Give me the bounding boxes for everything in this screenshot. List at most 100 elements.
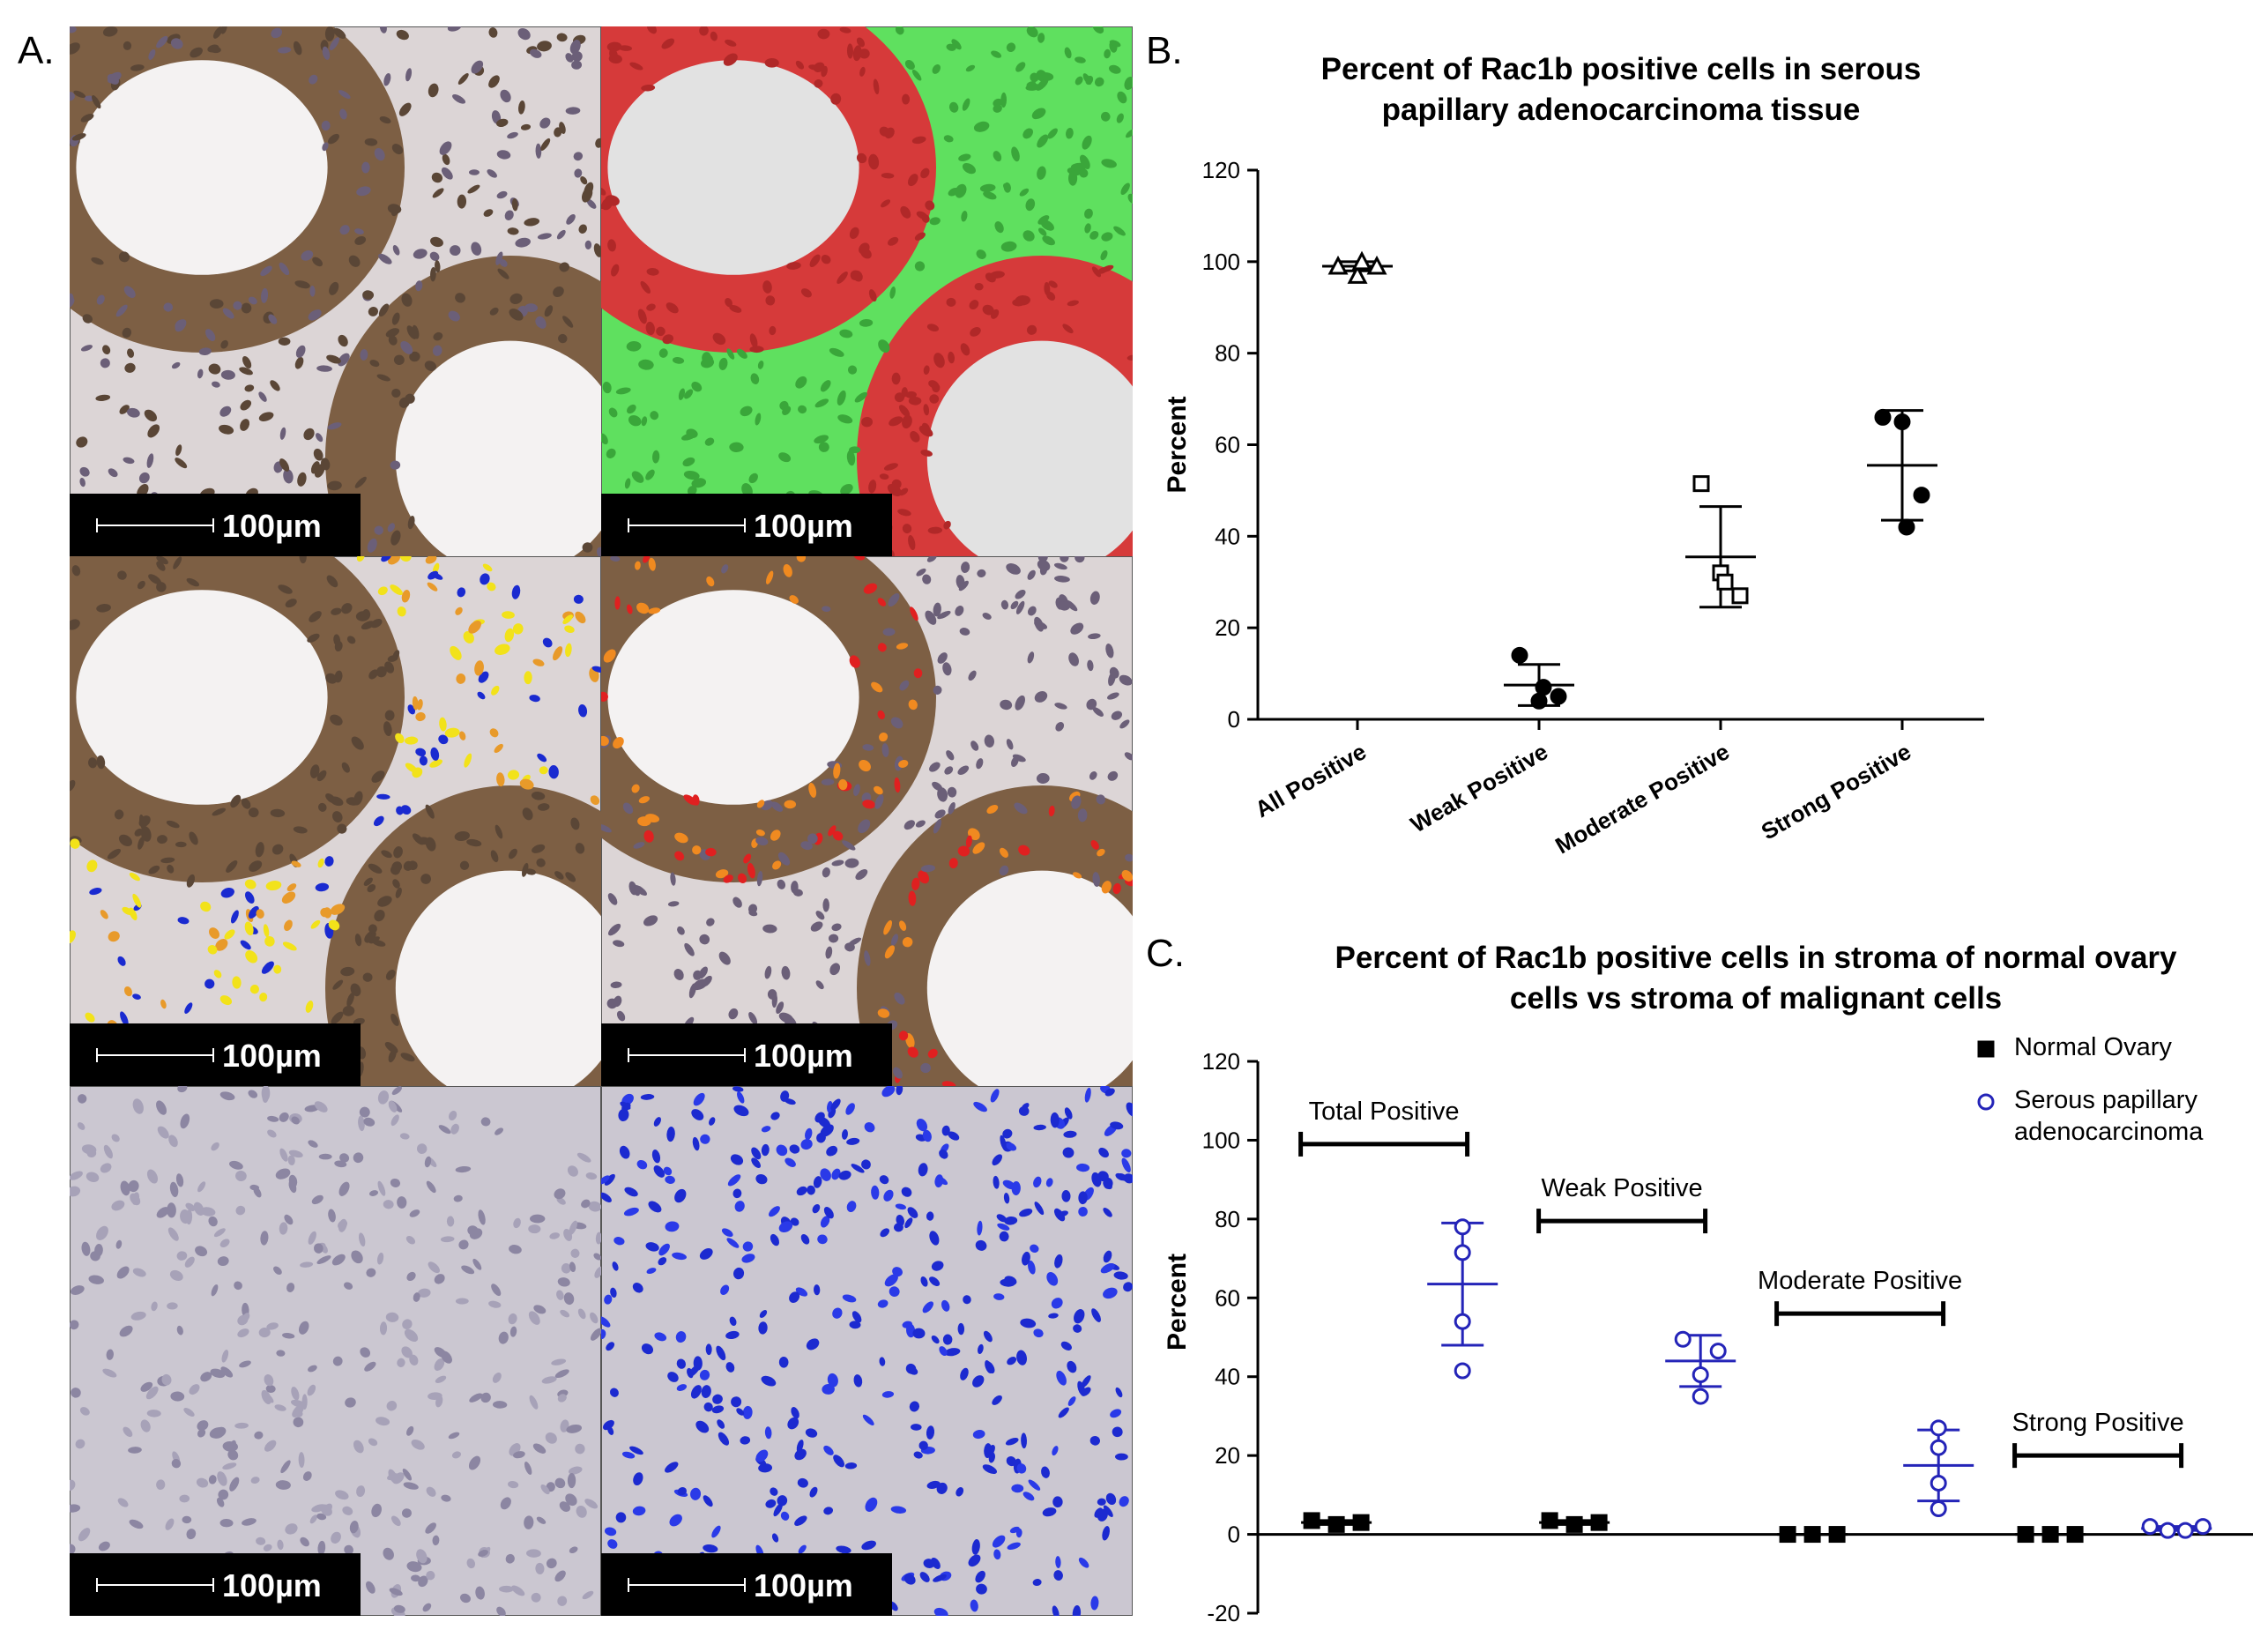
nucleus xyxy=(354,228,364,234)
nucleus xyxy=(736,1408,745,1416)
nucleus xyxy=(1105,1492,1117,1506)
nucleus xyxy=(213,970,222,978)
nucleus xyxy=(435,1375,447,1383)
nucleus xyxy=(546,1558,557,1569)
nucleus xyxy=(79,466,90,477)
nucleus xyxy=(124,362,136,373)
nucleus xyxy=(1061,1190,1071,1202)
nucleus xyxy=(332,1356,343,1366)
nucleus xyxy=(376,1252,384,1265)
point xyxy=(1541,1512,1558,1529)
nucleus xyxy=(591,666,601,673)
nucleus xyxy=(349,1521,359,1534)
nucleus xyxy=(425,1522,436,1534)
nucleus xyxy=(601,1328,606,1340)
nucleus xyxy=(453,1194,463,1202)
nucleus xyxy=(823,1507,834,1515)
nucleus xyxy=(220,369,235,380)
nucleus xyxy=(822,898,829,912)
nucleus xyxy=(942,1334,953,1345)
nucleus xyxy=(902,93,911,105)
nucleus xyxy=(1033,1176,1042,1188)
nucleus xyxy=(492,1401,508,1409)
nucleus xyxy=(439,717,447,732)
nucleus xyxy=(1086,698,1097,711)
nucleus xyxy=(896,1086,903,1096)
nucleus xyxy=(861,1540,876,1551)
nucleus xyxy=(274,1404,286,1411)
nucleus xyxy=(1007,1542,1021,1551)
nucleus xyxy=(581,187,593,203)
nucleus xyxy=(496,1606,506,1616)
nucleus xyxy=(914,261,926,272)
nucleus xyxy=(806,1338,820,1351)
nucleus xyxy=(837,272,848,284)
nucleus xyxy=(517,27,531,41)
nucleus xyxy=(416,699,423,711)
nucleus xyxy=(508,1313,517,1325)
nucleus xyxy=(208,363,221,375)
nucleus xyxy=(106,1349,114,1360)
nucleus xyxy=(70,42,80,55)
nucleus xyxy=(329,281,339,295)
nucleus xyxy=(931,1335,940,1344)
nucleus xyxy=(455,1298,469,1305)
nucleus xyxy=(1072,1605,1082,1616)
nucleus xyxy=(146,453,154,468)
nucleus xyxy=(785,1157,796,1167)
nucleus xyxy=(457,73,469,85)
nucleus xyxy=(1098,1147,1109,1158)
nucleus xyxy=(299,556,307,564)
nucleus xyxy=(86,1149,97,1158)
nucleus xyxy=(77,1122,86,1130)
nucleus xyxy=(454,830,470,842)
nucleus xyxy=(931,1261,944,1271)
nucleus xyxy=(762,280,772,294)
nucleus xyxy=(979,183,996,192)
nucleus xyxy=(358,1115,365,1132)
nucleus xyxy=(845,1103,855,1115)
nucleus xyxy=(1060,1341,1072,1351)
micrograph: 100µm xyxy=(70,1086,601,1616)
nucleus xyxy=(79,477,86,487)
nucleus xyxy=(248,807,259,818)
nucleus xyxy=(976,249,986,259)
nucleus xyxy=(948,101,959,113)
nucleus xyxy=(96,604,111,613)
micrograph: 100µm xyxy=(601,1086,1133,1616)
nucleus xyxy=(373,815,384,827)
nucleus xyxy=(578,703,588,718)
nucleus xyxy=(859,318,874,327)
nucleus xyxy=(947,786,957,798)
nucleus xyxy=(818,1117,831,1128)
nucleus xyxy=(279,1222,288,1235)
nucleus xyxy=(314,1101,328,1112)
nucleus xyxy=(279,427,286,440)
nucleus xyxy=(411,1439,425,1450)
nucleus xyxy=(833,763,841,779)
y-tick-label: 40 xyxy=(1215,523,1240,549)
nucleus xyxy=(879,732,889,742)
point xyxy=(1803,1526,1821,1544)
nucleus xyxy=(914,232,926,241)
nucleus xyxy=(241,798,251,809)
nucleus xyxy=(498,1331,509,1344)
nucleus xyxy=(279,262,290,276)
nucleus xyxy=(1027,651,1035,664)
nucleus xyxy=(138,837,145,850)
nucleus xyxy=(461,1265,475,1275)
nucleus xyxy=(883,919,893,935)
nucleus xyxy=(1062,1147,1075,1158)
lumen xyxy=(76,60,328,275)
nucleus xyxy=(683,471,700,480)
nucleus xyxy=(118,834,132,846)
nucleus xyxy=(273,964,282,974)
nucleus xyxy=(424,361,437,371)
nucleus xyxy=(288,1179,297,1194)
nucleus xyxy=(353,1152,364,1164)
nucleus xyxy=(539,766,548,775)
point xyxy=(1692,1365,1709,1383)
nucleus xyxy=(1004,1276,1017,1285)
nucleus xyxy=(575,1443,585,1455)
nucleus xyxy=(569,1220,577,1235)
